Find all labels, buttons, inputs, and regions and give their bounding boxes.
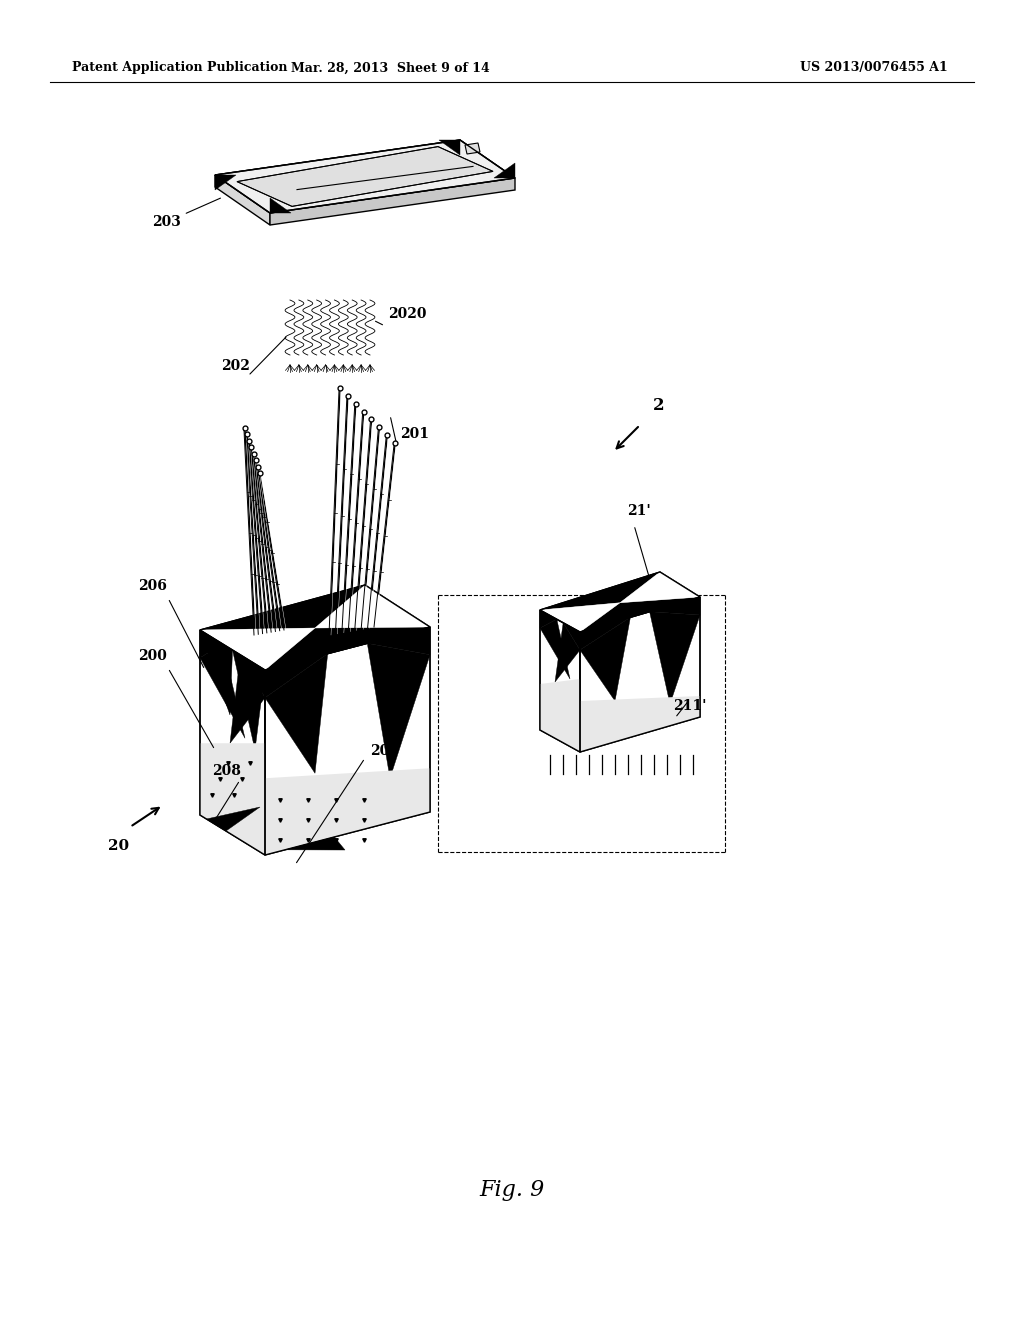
Polygon shape: [285, 837, 345, 850]
Polygon shape: [230, 655, 265, 743]
Polygon shape: [540, 603, 620, 632]
Polygon shape: [265, 627, 430, 671]
Polygon shape: [555, 623, 580, 682]
Polygon shape: [207, 807, 260, 832]
Polygon shape: [200, 630, 265, 855]
Polygon shape: [540, 619, 570, 678]
Polygon shape: [580, 696, 700, 752]
Polygon shape: [200, 630, 232, 715]
Polygon shape: [315, 585, 430, 628]
Polygon shape: [494, 162, 515, 178]
Polygon shape: [200, 644, 245, 738]
Polygon shape: [265, 653, 328, 698]
Polygon shape: [215, 176, 270, 224]
Text: 208: 208: [212, 764, 241, 777]
Polygon shape: [200, 743, 265, 855]
Text: Mar. 28, 2013  Sheet 9 of 14: Mar. 28, 2013 Sheet 9 of 14: [291, 62, 489, 74]
Polygon shape: [200, 585, 430, 671]
Text: 21': 21': [627, 504, 650, 517]
Polygon shape: [540, 678, 580, 752]
Polygon shape: [620, 572, 700, 603]
Polygon shape: [368, 643, 430, 779]
Text: 2: 2: [653, 397, 665, 414]
Polygon shape: [232, 649, 265, 750]
Text: 201: 201: [400, 426, 429, 441]
Text: 203: 203: [152, 198, 220, 228]
Polygon shape: [540, 610, 557, 628]
Polygon shape: [368, 627, 430, 655]
Text: 20: 20: [108, 840, 129, 853]
Polygon shape: [215, 140, 515, 213]
Polygon shape: [215, 140, 515, 213]
Polygon shape: [200, 630, 223, 657]
Polygon shape: [439, 140, 460, 154]
Polygon shape: [200, 585, 365, 630]
Polygon shape: [270, 178, 515, 224]
Polygon shape: [265, 627, 430, 855]
Polygon shape: [265, 768, 430, 855]
Polygon shape: [540, 572, 700, 632]
Polygon shape: [580, 597, 700, 632]
Text: 202: 202: [221, 359, 250, 374]
Text: 211': 211': [673, 700, 707, 713]
Polygon shape: [237, 147, 493, 206]
Polygon shape: [215, 176, 236, 190]
Polygon shape: [580, 597, 700, 752]
Polygon shape: [200, 628, 315, 671]
Polygon shape: [540, 572, 660, 610]
Text: 205: 205: [370, 744, 399, 758]
Polygon shape: [265, 653, 328, 774]
Polygon shape: [465, 143, 480, 154]
Polygon shape: [580, 618, 631, 701]
Polygon shape: [241, 655, 265, 698]
Text: US 2013/0076455 A1: US 2013/0076455 A1: [800, 62, 948, 74]
Polygon shape: [270, 198, 291, 213]
Text: 200: 200: [138, 649, 167, 663]
Text: Fig. 9: Fig. 9: [479, 1179, 545, 1201]
Polygon shape: [540, 610, 580, 752]
Text: Patent Application Publication: Patent Application Publication: [72, 62, 288, 74]
Polygon shape: [649, 611, 700, 704]
Polygon shape: [649, 597, 700, 615]
Text: 2020: 2020: [388, 308, 427, 321]
Polygon shape: [563, 623, 580, 649]
Polygon shape: [580, 618, 631, 649]
Text: 206: 206: [138, 579, 167, 593]
